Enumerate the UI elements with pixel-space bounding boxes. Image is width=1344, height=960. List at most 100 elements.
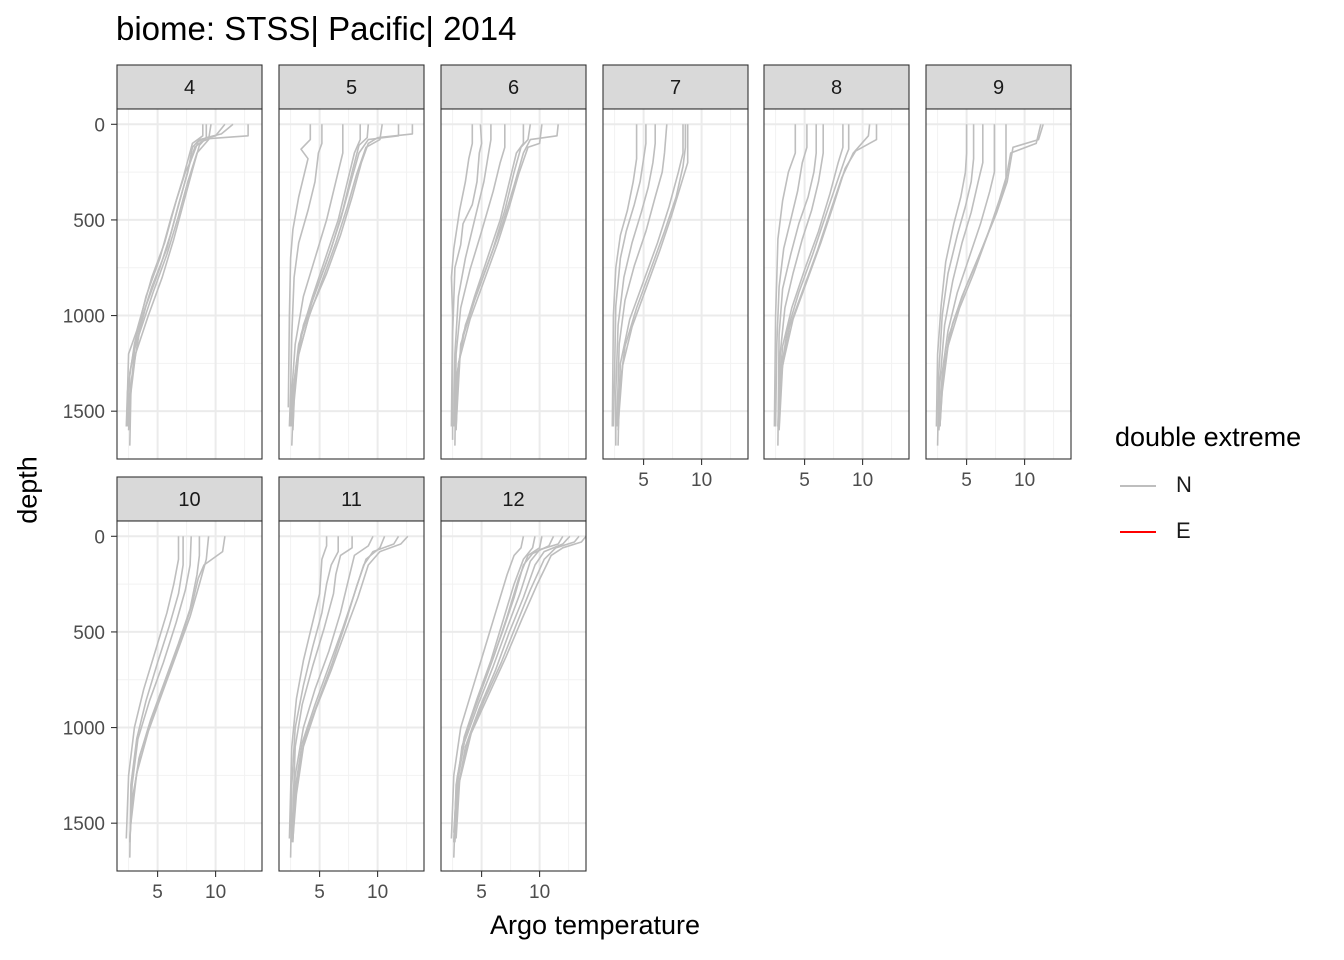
panel-background [117,521,262,871]
legend-label-e: E [1176,518,1191,543]
facet-strip-label: 11 [341,489,362,511]
x-tick-label: 5 [799,470,810,491]
facet-strip [278,476,425,522]
x-tick-label: 10 [367,882,388,903]
panel-border [116,108,263,460]
panel-background [441,109,586,459]
profile-line [129,536,192,843]
facet-strip-label: 10 [178,489,200,511]
profile-line [455,124,532,427]
facet-panel-9: 9 5 10 [925,64,1072,491]
panel-border [925,108,1072,460]
profile-line [455,535,587,839]
y-tick-label: 1000 [63,307,105,328]
profile-line [611,124,638,427]
profile-line [778,124,878,431]
profile-line [450,536,525,839]
legend-swatch-n [1120,485,1156,487]
profile-line [125,536,180,839]
profile-line [291,535,374,839]
facet-strip-label: 12 [502,489,524,511]
profile-line [774,124,808,427]
profile-line [778,124,850,427]
profile-line [292,535,386,833]
chart-title: biome: STSS| Pacific| 2014 [116,10,517,47]
y-tick-label: 1500 [63,814,105,835]
profile-line [127,124,212,427]
y-tick-label: 0 [94,115,105,136]
profile-line [289,124,344,427]
profile-line [777,124,818,446]
profile-line [773,124,797,427]
facet-strip [116,476,263,522]
profile-line [939,124,996,427]
legend-label-n: N [1176,472,1192,497]
profile-line [292,124,414,431]
y-tick-label: 1000 [63,719,105,740]
facet-panel-11: 11 5 10 [278,476,425,903]
facet-strip [925,64,1072,110]
profile-line [288,536,328,839]
x-tick-label: 10 [691,470,712,491]
facet-panel-8: 8 5 10 [763,64,910,491]
x-tick-label: 5 [152,882,163,903]
panel-background [441,521,586,871]
facet-strip [440,476,587,522]
facet-strip [602,64,749,110]
profile-line [292,535,400,843]
facet-panel-6: 6 [440,64,587,460]
x-tick-label: 5 [638,470,649,491]
profile-line [453,124,492,427]
profile-line [936,124,975,446]
facet-strip-label: 7 [670,77,681,99]
profile-line [289,536,340,858]
y-tick-label: 500 [73,623,105,644]
profile-line [451,124,483,440]
facet-strip [440,64,587,110]
x-tick-label: 5 [476,882,487,903]
profile-line [450,124,474,427]
facet-strip-label: 9 [993,77,1004,99]
panel-background [926,109,1071,459]
panel-background [279,109,424,459]
legend-title: double extreme [1115,422,1302,452]
facet-strip-label: 6 [508,77,519,99]
panel-border [278,108,425,460]
x-tick-label: 10 [852,470,873,491]
y-axis-label: depth [12,456,43,524]
legend-swatch-e [1120,531,1156,533]
panel-border [116,520,263,872]
profile-line [455,124,559,427]
panel-background [764,109,909,459]
panel-border [278,520,425,872]
x-tick-label: 10 [529,882,550,903]
profile-line [939,124,1007,427]
profile-line [453,535,564,843]
panel-border [440,520,587,872]
facet-panel-7: 7 5 10 [602,64,749,491]
panel-border [440,108,587,460]
profile-line [129,536,184,858]
profile-line [291,124,383,412]
facet-strip [278,64,425,110]
legend-item-n: N [1115,463,1301,509]
panel-background [279,521,424,871]
y-tick-label: 500 [73,211,105,232]
facet-panel-5: 5 [278,64,425,460]
facet-strip [763,64,910,110]
profile-line [616,124,668,427]
profile-line [291,536,353,843]
panel-background [603,109,748,459]
facet-strip-label: 8 [831,77,842,99]
profile-line [614,124,657,446]
legend-item-e: E [1115,509,1301,555]
facet-panel-12: 12 5 10 [440,476,587,903]
profile-line [130,536,210,824]
profile-line [617,124,684,427]
profile-line [778,124,825,427]
facet-strip-label: 4 [184,77,195,99]
profile-line [938,124,984,431]
x-tick-label: 10 [205,882,226,903]
facet-strip [116,64,263,110]
